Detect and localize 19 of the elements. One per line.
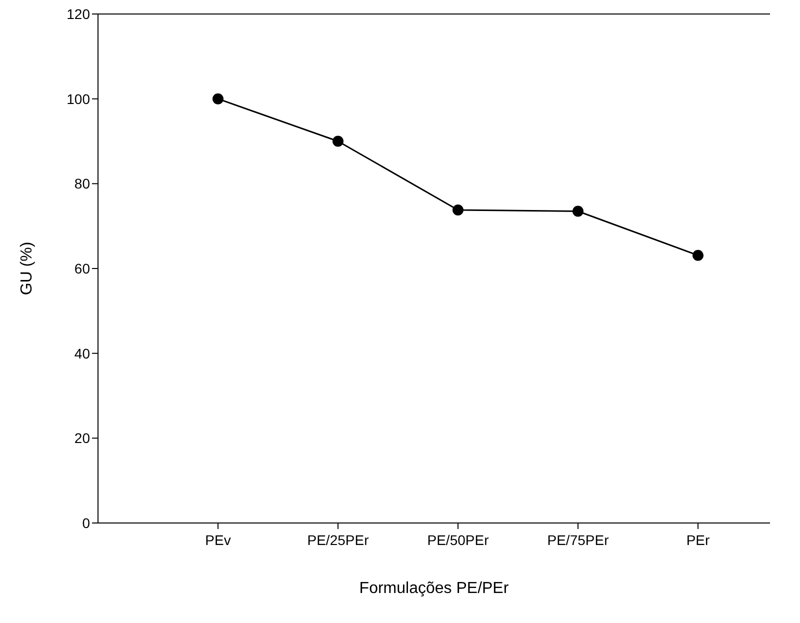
- y-tick-label: 60: [74, 260, 90, 276]
- point: [212, 93, 224, 104]
- x-tick-label: PEv: [205, 532, 231, 548]
- x-tick-label: PE/75PEr: [547, 532, 610, 548]
- y-tick-label: 0: [82, 514, 90, 531]
- point: [692, 250, 704, 261]
- y-axis-title: GU (%): [18, 242, 36, 296]
- y-tick-label: 40: [74, 345, 90, 362]
- y-tick-label: 100: [66, 90, 90, 107]
- point: [332, 136, 344, 147]
- y-tick-label: 20: [74, 430, 90, 446]
- x-axis-title: Formulações PE/PEr: [359, 580, 510, 597]
- x-tick-label: PE/25PEr: [307, 532, 370, 548]
- x-tick-label: PE/50PEr: [427, 532, 490, 548]
- y-tick-label: 80: [74, 176, 90, 192]
- point: [452, 204, 464, 216]
- point: [572, 206, 584, 217]
- x-tick-label: PEr: [686, 532, 710, 548]
- y-tick-label: 120: [66, 6, 90, 22]
